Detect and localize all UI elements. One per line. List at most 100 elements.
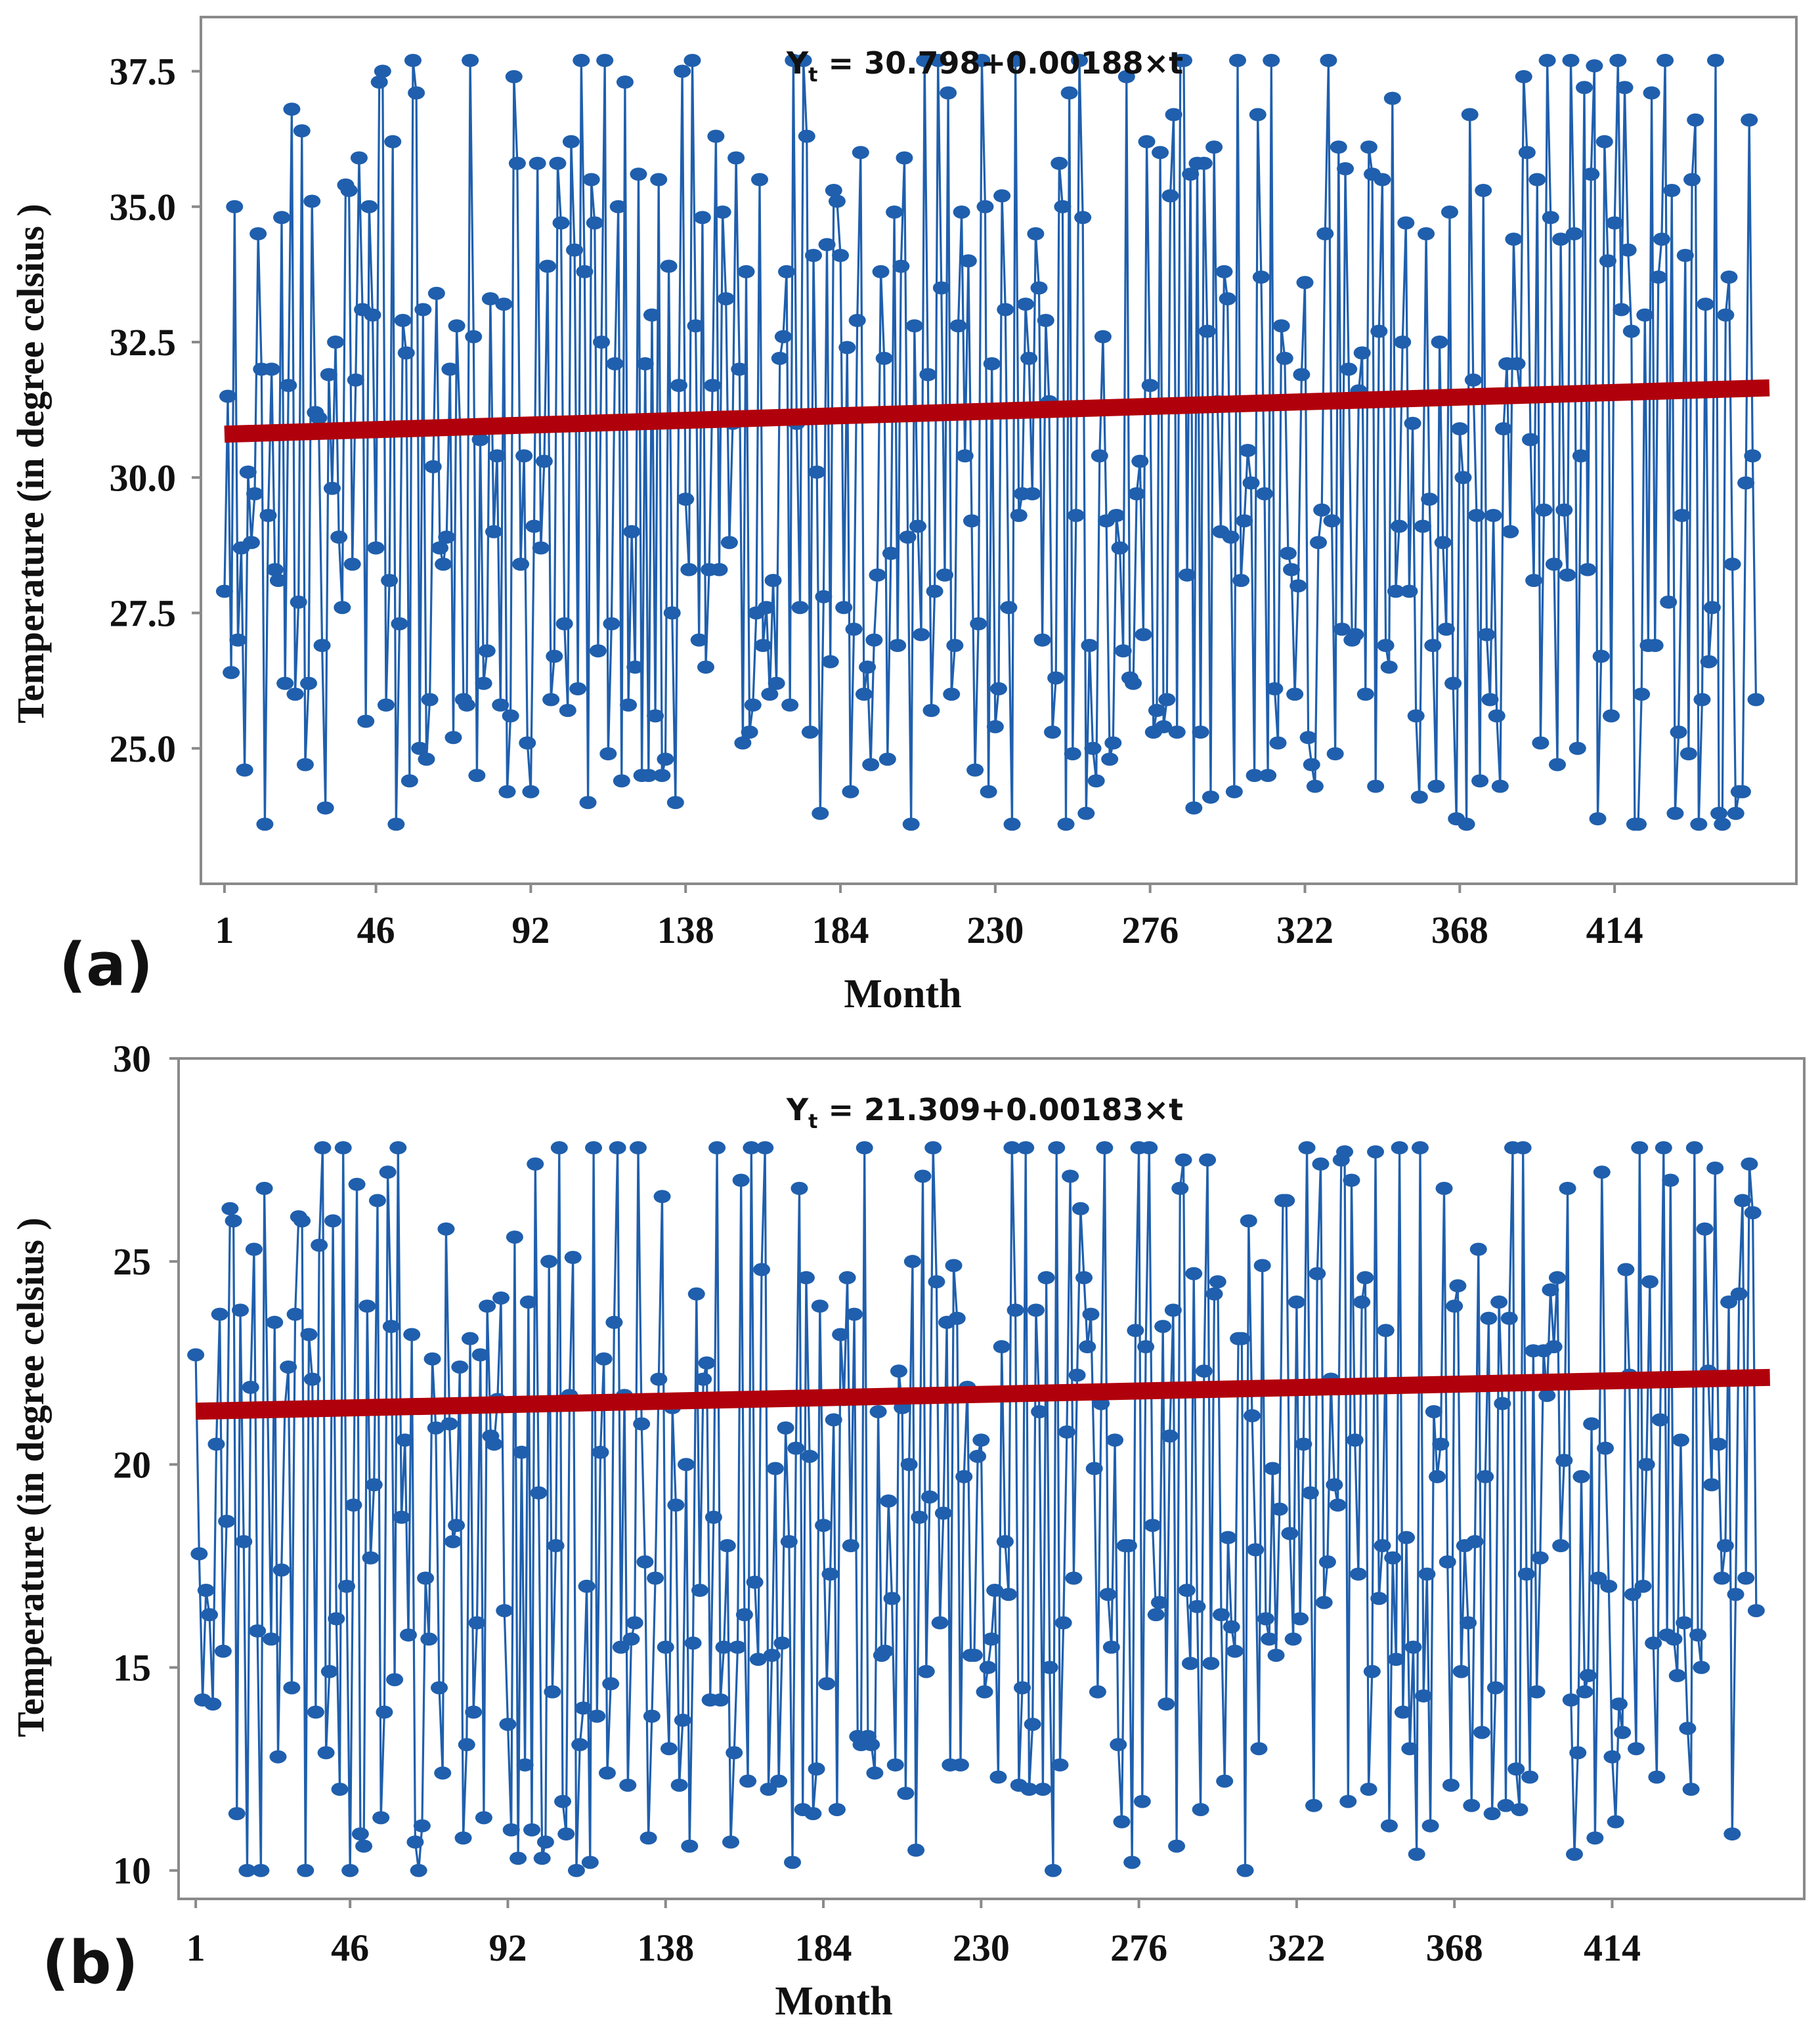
data-point-a <box>1613 303 1630 316</box>
data-point-b <box>1741 1157 1758 1171</box>
data-point-b <box>674 1713 691 1727</box>
data-point-a <box>825 184 842 197</box>
data-point-b <box>1398 1531 1416 1544</box>
data-point-b <box>986 1584 1004 1598</box>
data-point-b <box>1531 1551 1549 1565</box>
data-point-a <box>1155 720 1173 733</box>
data-point-b <box>1048 1141 1066 1155</box>
data-point-b <box>1435 1181 1453 1195</box>
data-point-b <box>1377 1324 1395 1338</box>
data-point-a <box>1202 791 1219 804</box>
data-point-a <box>256 817 274 831</box>
data-point-a <box>1747 693 1765 707</box>
data-point-b <box>1747 1603 1765 1617</box>
data-point-b <box>437 1222 455 1236</box>
data-point-a <box>1441 206 1458 219</box>
data-point-a <box>1475 184 1492 197</box>
data-point-a <box>1690 817 1708 831</box>
data-point-b <box>245 1242 263 1256</box>
data-point-a <box>1266 682 1284 695</box>
data-point-b <box>341 1863 359 1877</box>
data-point-b <box>571 1738 589 1752</box>
data-point-a <box>909 519 926 533</box>
x-tick-label-a: 368 <box>1431 909 1488 951</box>
data-point-a <box>1246 769 1263 782</box>
data-point-a <box>462 54 479 67</box>
data-point-a <box>1622 324 1640 338</box>
data-point-b <box>337 1579 355 1593</box>
data-point-a <box>481 292 499 305</box>
data-point-a <box>997 303 1014 316</box>
data-point-a <box>276 676 294 690</box>
data-point-b <box>578 1579 596 1593</box>
data-point-a <box>1741 113 1758 127</box>
data-point-b <box>1205 1287 1223 1301</box>
data-point-b <box>413 1819 431 1833</box>
data-point-a <box>1353 346 1371 360</box>
data-point-a <box>215 584 233 598</box>
data-point-a <box>1559 568 1576 582</box>
data-point-a <box>458 698 475 712</box>
data-point-a <box>381 574 399 587</box>
data-point-b <box>1003 1141 1021 1155</box>
data-point-a <box>286 687 304 701</box>
data-point-a <box>1125 676 1142 690</box>
y-tick-label-b: 10 <box>113 1850 151 1892</box>
data-point-b <box>540 1255 558 1269</box>
data-point-b <box>266 1315 284 1329</box>
data-point-a <box>1377 639 1395 652</box>
data-point-a <box>771 351 789 365</box>
data-point-b <box>619 1778 637 1792</box>
data-point-b <box>602 1677 620 1691</box>
data-point-a <box>384 135 402 148</box>
data-point-a <box>343 557 361 571</box>
data-point-b <box>856 1141 873 1155</box>
data-point-a <box>1714 817 1731 831</box>
data-point-a <box>1074 211 1092 225</box>
data-point-a <box>966 763 984 777</box>
data-point-b <box>1195 1364 1213 1378</box>
data-point-b <box>1483 1807 1501 1821</box>
data-point-a <box>778 265 796 278</box>
data-point-a <box>869 568 886 582</box>
data-point-a <box>1279 546 1297 560</box>
data-point-b <box>1682 1783 1700 1796</box>
data-point-a <box>350 151 368 165</box>
data-point-a <box>1037 314 1054 327</box>
data-point-a <box>976 200 994 213</box>
data-point-b <box>232 1303 249 1317</box>
data-point-a <box>1158 693 1176 707</box>
data-point-a <box>1104 736 1122 750</box>
data-point-b <box>726 1746 743 1760</box>
data-point-a <box>902 817 920 831</box>
data-point-b <box>609 1141 626 1155</box>
data-point-b <box>1309 1267 1326 1280</box>
data-point-a <box>922 704 940 717</box>
data-point-a <box>320 368 337 381</box>
data-point-a <box>1666 806 1684 820</box>
data-point-b <box>502 1823 520 1837</box>
data-point-a <box>983 357 1001 370</box>
data-point-a <box>1239 444 1257 457</box>
data-point-a <box>953 206 970 219</box>
data-point-b <box>1045 1863 1062 1877</box>
y-tick-label-b: 20 <box>113 1443 151 1486</box>
data-point-a <box>280 379 297 392</box>
data-point-a <box>323 481 341 495</box>
data-point-b <box>462 1332 479 1345</box>
data-point-a <box>973 54 991 67</box>
data-point-b <box>430 1681 448 1695</box>
data-point-a <box>1391 519 1408 533</box>
data-point-a <box>1569 741 1586 755</box>
equation-subscript-b: t <box>808 1110 817 1133</box>
data-point-b <box>434 1766 452 1780</box>
data-point-a <box>1387 584 1404 598</box>
data-point-a <box>424 460 442 473</box>
data-point-a <box>1152 146 1169 160</box>
x-tick-label-b: 276 <box>1110 1926 1167 1969</box>
data-point-a <box>1091 449 1108 463</box>
data-point-b <box>1555 1454 1573 1468</box>
y-tick-label-b: 30 <box>113 1037 151 1080</box>
trend-equation-a: Yt = 30.798+0.00188×t <box>786 45 1183 87</box>
data-point-a <box>465 330 483 343</box>
